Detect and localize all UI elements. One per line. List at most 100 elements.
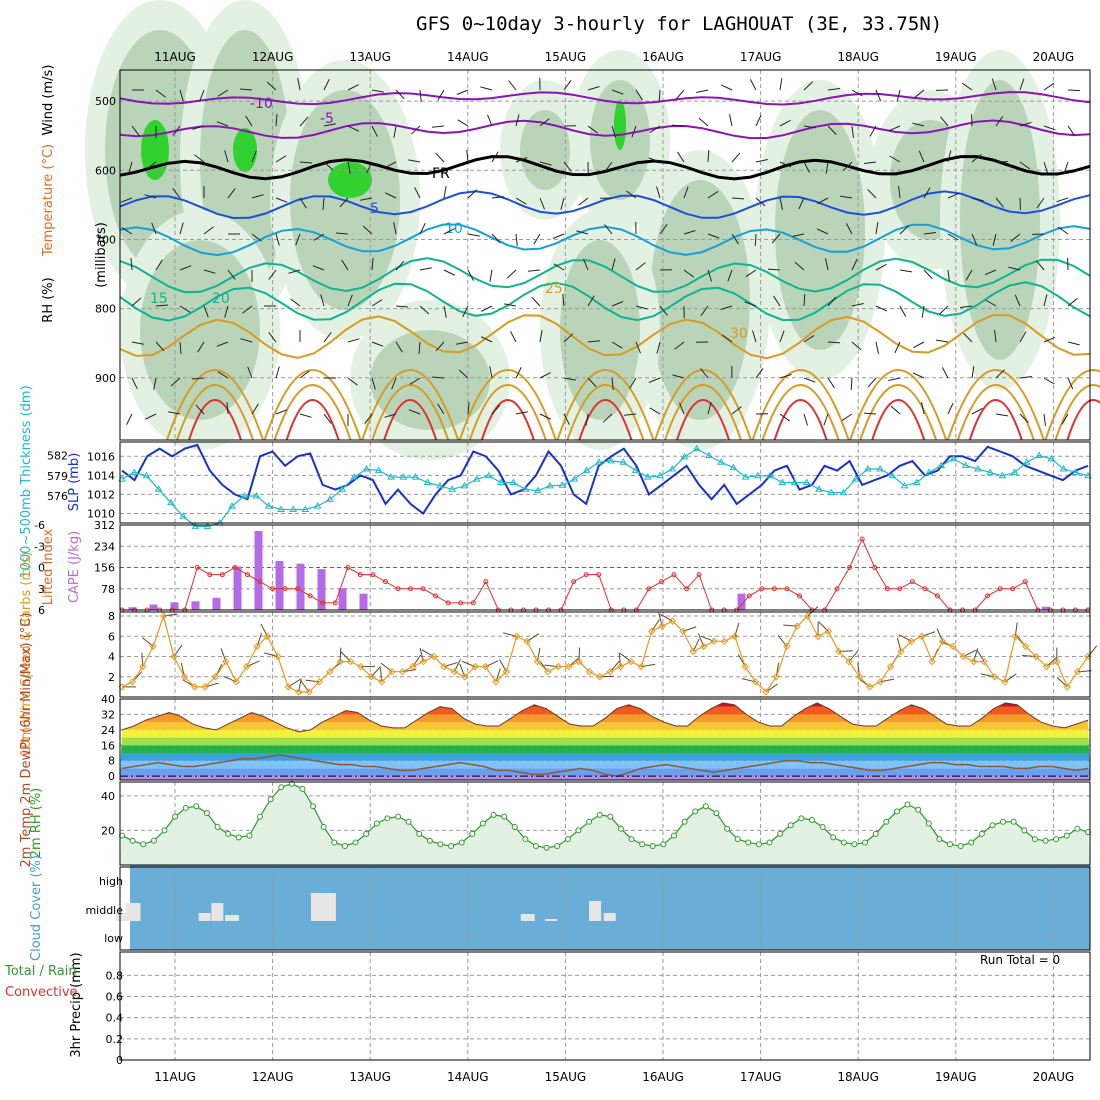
low-level-isotherm	[166, 369, 264, 441]
wind-barb	[197, 341, 205, 353]
wind-barb	[888, 377, 901, 381]
10m-wind-point	[990, 673, 999, 681]
temp2m-ylabel: 2m Temp 2m DewPt (6hr Min/Max) (°C)	[19, 613, 34, 868]
wind-barb	[121, 227, 133, 235]
rh2m-point	[883, 818, 890, 825]
wind-barb	[602, 413, 613, 423]
wind-barb	[1067, 125, 1076, 137]
thickness-point	[252, 492, 261, 499]
wind-barb	[552, 233, 565, 239]
wind-barb	[435, 341, 445, 352]
lifted-index-point	[671, 572, 677, 578]
thickness-point	[179, 512, 188, 519]
panel-frame	[119, 524, 1091, 611]
wind-barb	[923, 269, 933, 279]
thickness-point	[876, 465, 885, 472]
wind-barb	[1019, 78, 1025, 91]
wind-barb	[151, 222, 157, 235]
wind-barb	[437, 403, 445, 415]
low-level-isotherm	[849, 369, 948, 441]
lifted-index-point	[445, 600, 451, 606]
wind-barb	[963, 333, 973, 343]
wind-barb	[707, 402, 712, 415]
rh2m-point	[469, 830, 476, 837]
wind-barb	[242, 305, 253, 314]
rh-high-region	[233, 128, 257, 172]
low-level-isotherm	[664, 384, 742, 441]
wind-barb	[755, 367, 764, 379]
10m-wind-point	[793, 622, 801, 630]
wind-barb	[1067, 341, 1080, 346]
wind-barb	[395, 305, 408, 308]
thickness-point	[546, 481, 554, 489]
10m-wind-point	[585, 667, 594, 676]
panel-frame	[119, 69, 1091, 441]
wind-barb	[947, 150, 952, 163]
thickness-point	[264, 502, 273, 509]
wind-barb	[971, 407, 983, 415]
cape-bar	[296, 563, 305, 610]
10m-wind-point	[949, 642, 957, 651]
rh2m-point	[745, 839, 752, 846]
wind-barb	[755, 197, 766, 207]
wind-barb	[1043, 413, 1046, 426]
rh2m-point	[947, 841, 953, 848]
wind-barb	[587, 377, 597, 388]
wind-barb	[199, 89, 205, 102]
10m-wind-point	[398, 667, 407, 676]
run-total-label: Run Total = 0	[980, 953, 1060, 967]
wind-barb	[506, 269, 517, 279]
wind-barb	[659, 223, 668, 235]
rh-region	[650, 180, 750, 420]
10m-wind-point	[191, 683, 199, 691]
wind-barb	[939, 305, 949, 315]
wind-barb	[336, 232, 349, 235]
thickness-point	[998, 471, 1007, 479]
wind-barb	[869, 125, 877, 137]
wind-barb	[798, 197, 805, 210]
wind-barb	[515, 411, 528, 415]
rh2m-point	[182, 804, 189, 811]
wind-barb	[347, 294, 353, 307]
temp-tick: 8	[108, 755, 115, 768]
10m-wind-point	[440, 662, 448, 671]
10m-wind-point	[803, 612, 812, 620]
wind-barb	[432, 376, 445, 379]
cloud-ylabel: Cloud Cover (%)	[29, 855, 44, 961]
10m-wind-point	[377, 678, 386, 686]
wind-tick: 6	[108, 630, 115, 643]
wind-barb	[1043, 294, 1048, 307]
wind-barb	[899, 305, 907, 317]
slp-tick: 1010	[87, 507, 115, 520]
lifted-index-point	[307, 593, 313, 599]
wind-barb	[275, 114, 278, 127]
wind-barb	[131, 341, 144, 345]
low-level-isotherm	[1044, 369, 1100, 441]
wind-barb	[992, 233, 997, 246]
lifted-index-point	[872, 565, 878, 570]
10m-wind-point	[575, 657, 583, 666]
wind-barb	[347, 161, 351, 174]
lifted-index-point	[257, 579, 263, 585]
wind-barb	[419, 222, 426, 235]
rh2m-point	[702, 803, 709, 810]
panel-frame	[119, 951, 1091, 1061]
low-level-isotherm	[556, 369, 655, 441]
wind-barb	[226, 402, 229, 415]
slp-tick: 1012	[87, 488, 115, 501]
10m-wind-point	[699, 642, 708, 651]
wind-barb	[707, 191, 719, 199]
wind-barb	[727, 269, 733, 282]
wind-barb	[515, 157, 528, 163]
precip-ylabel: 3hr Precip (mm)	[69, 952, 84, 1057]
lifted-index-point	[784, 586, 790, 592]
wind-barb	[771, 233, 781, 244]
rh2m-point	[978, 830, 985, 837]
isotherm-line	[119, 91, 1091, 106]
wind-barb	[984, 269, 997, 276]
wind-barb	[896, 89, 901, 102]
wind-barb	[443, 186, 447, 199]
thickness-point	[313, 502, 322, 509]
wind-barb	[994, 330, 997, 343]
10m-wind-point	[533, 657, 542, 666]
